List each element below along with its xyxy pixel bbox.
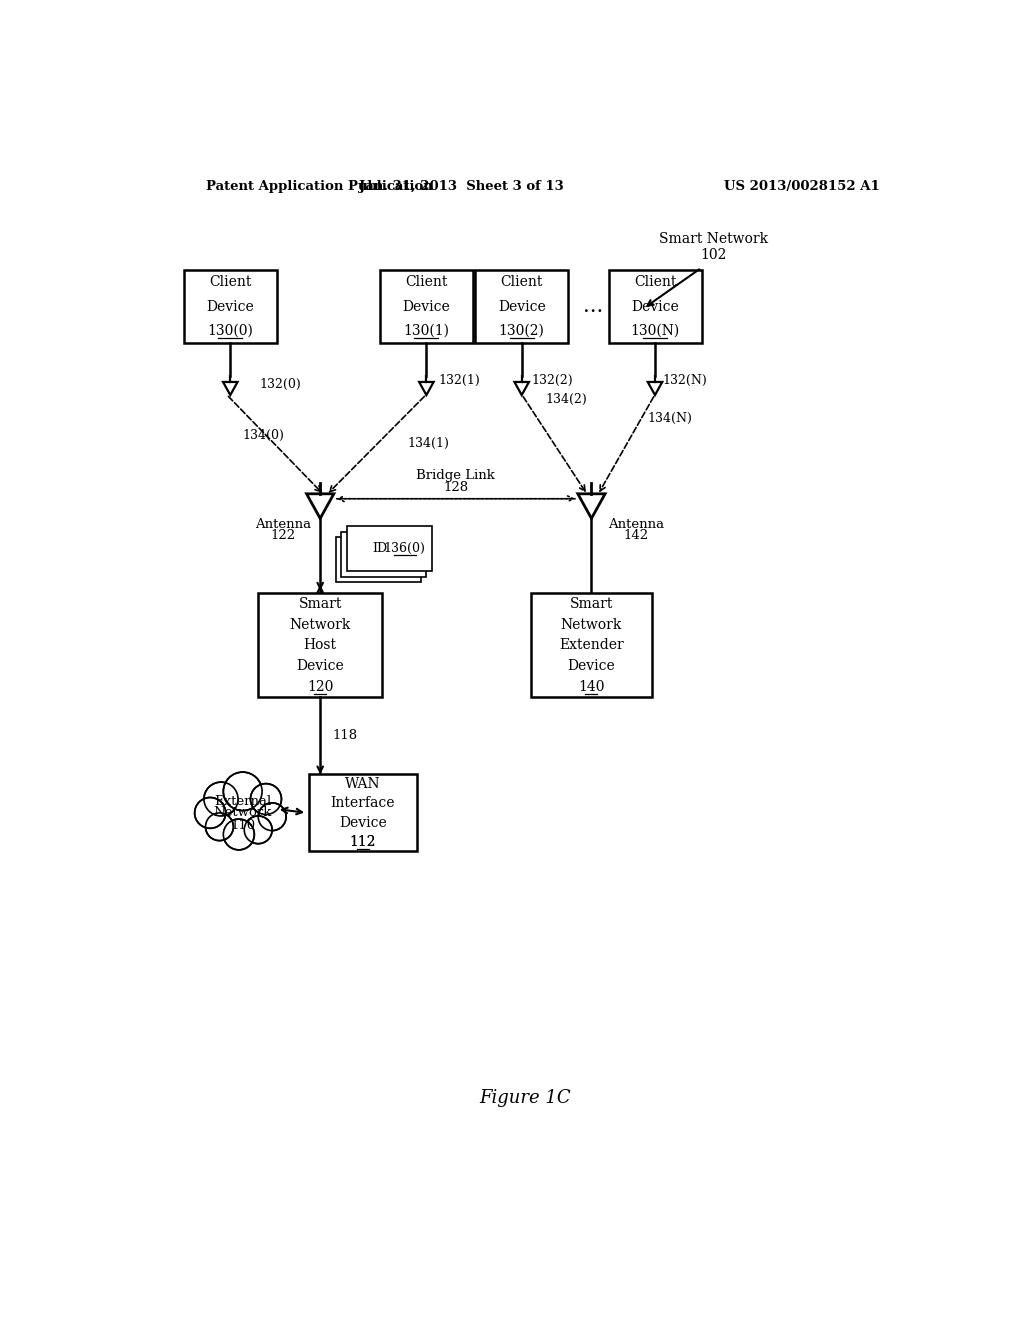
Text: Antenna: Antenna bbox=[608, 517, 665, 531]
Bar bbox=[380, 271, 473, 343]
Text: Client: Client bbox=[406, 276, 447, 289]
Circle shape bbox=[258, 803, 286, 830]
Text: Host: Host bbox=[304, 639, 337, 652]
Bar bbox=[183, 271, 276, 343]
Bar bbox=[336, 537, 421, 582]
Text: Figure 1C: Figure 1C bbox=[479, 1089, 570, 1106]
Circle shape bbox=[223, 772, 262, 810]
Text: Device: Device bbox=[339, 816, 387, 829]
Text: 110: 110 bbox=[230, 818, 255, 832]
Text: Device: Device bbox=[402, 300, 451, 314]
Text: Device: Device bbox=[567, 659, 615, 673]
Text: Patent Application Publication: Patent Application Publication bbox=[206, 181, 432, 194]
Text: Smart: Smart bbox=[569, 597, 613, 611]
Text: Jan. 31, 2013  Sheet 3 of 13: Jan. 31, 2013 Sheet 3 of 13 bbox=[358, 181, 563, 194]
Bar bbox=[258, 594, 382, 697]
Text: Client: Client bbox=[501, 276, 543, 289]
Text: 134(2): 134(2) bbox=[545, 393, 587, 407]
Text: 102: 102 bbox=[700, 248, 726, 261]
Text: Antenna: Antenna bbox=[255, 517, 311, 531]
Text: 134(0): 134(0) bbox=[243, 429, 285, 442]
Text: Smart: Smart bbox=[299, 597, 342, 611]
Text: 130(1): 130(1) bbox=[403, 323, 450, 338]
Bar bbox=[341, 532, 426, 577]
Text: Network: Network bbox=[214, 807, 272, 820]
Bar bbox=[346, 527, 432, 572]
Text: Device: Device bbox=[296, 659, 344, 673]
Circle shape bbox=[245, 816, 272, 843]
Text: Network: Network bbox=[290, 618, 351, 632]
Text: 132(1): 132(1) bbox=[438, 374, 480, 387]
Text: Device: Device bbox=[498, 300, 546, 314]
Text: 118: 118 bbox=[333, 730, 357, 742]
Text: External: External bbox=[214, 795, 271, 808]
Text: 128: 128 bbox=[443, 482, 468, 495]
Text: ID: ID bbox=[373, 543, 387, 556]
Bar bbox=[531, 594, 651, 697]
Text: 134(1): 134(1) bbox=[407, 437, 449, 450]
Text: 134(N): 134(N) bbox=[647, 412, 692, 425]
Text: 112: 112 bbox=[349, 834, 376, 849]
Text: 130(2): 130(2) bbox=[499, 323, 545, 338]
Bar bbox=[475, 271, 568, 343]
Text: Device: Device bbox=[631, 300, 679, 314]
Text: Interface: Interface bbox=[331, 796, 395, 810]
Text: 132(2): 132(2) bbox=[531, 374, 572, 387]
Text: 130(N): 130(N) bbox=[631, 323, 680, 338]
Circle shape bbox=[206, 813, 233, 841]
Text: WAN: WAN bbox=[345, 777, 381, 791]
Text: Extender: Extender bbox=[559, 639, 624, 652]
Bar bbox=[308, 775, 417, 851]
Circle shape bbox=[251, 784, 282, 814]
Text: 132(N): 132(N) bbox=[663, 374, 708, 387]
Text: 132(0): 132(0) bbox=[260, 378, 301, 391]
Text: ...: ... bbox=[583, 297, 603, 315]
Circle shape bbox=[204, 781, 238, 816]
Bar bbox=[608, 271, 701, 343]
Text: Bridge Link: Bridge Link bbox=[417, 469, 496, 482]
Text: 130(0): 130(0) bbox=[208, 323, 253, 338]
Text: Device: Device bbox=[207, 300, 254, 314]
Circle shape bbox=[195, 797, 225, 829]
Text: 112: 112 bbox=[349, 836, 376, 849]
Text: 120: 120 bbox=[307, 680, 334, 694]
Text: Client: Client bbox=[634, 276, 676, 289]
Text: Client: Client bbox=[209, 276, 252, 289]
Text: Smart Network: Smart Network bbox=[658, 232, 768, 247]
Circle shape bbox=[223, 818, 254, 850]
Text: 136(0): 136(0) bbox=[384, 543, 426, 556]
Text: 140: 140 bbox=[579, 680, 605, 694]
Text: 142: 142 bbox=[624, 529, 649, 543]
Text: US 2013/0028152 A1: US 2013/0028152 A1 bbox=[724, 181, 880, 194]
Text: Network: Network bbox=[561, 618, 623, 632]
Text: 122: 122 bbox=[270, 529, 296, 543]
